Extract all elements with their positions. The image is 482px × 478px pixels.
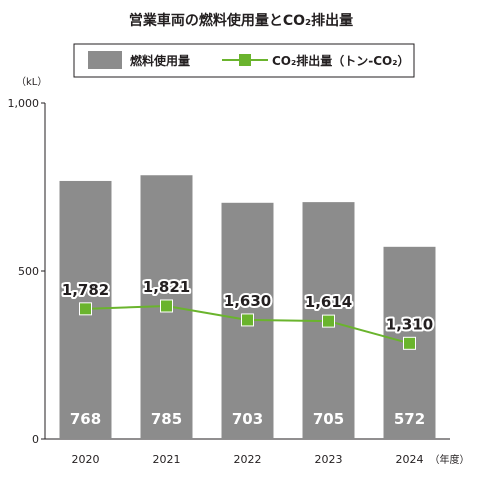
y-tick-label: 1,000 [8,97,40,110]
legend-box [73,43,415,78]
co2-value-label: 1,821 [143,278,190,296]
co2-marker [241,313,254,327]
bar-value-label: 768 [70,410,101,428]
line-series [79,299,416,350]
x-tick-label: 2024 [396,453,424,466]
legend-marker-swatch [239,54,251,66]
bar-value-label: 703 [232,410,263,428]
co2-marker [322,314,335,328]
x-tick-label: 2023 [315,453,343,466]
legend-line-label: CO₂排出量（トン-CO₂） [272,53,410,68]
co2-marker [79,302,92,316]
bar-value-label: 785 [151,410,182,428]
bar-value-label: 572 [394,410,425,428]
co2-marker [403,336,416,350]
co2-value-label: 1,782 [62,281,109,299]
chart-title: 営業車両の燃料使用量とCO₂排出量 [129,12,353,29]
co2-value-label: 1,614 [305,293,352,311]
y-tick-label: 500 [18,265,39,278]
co2-value-label: 1,310 [386,315,433,333]
legend-bar-swatch [88,51,122,69]
y-tick-label: 0 [32,433,39,446]
axes: 0 500 1,000 2020 2021 2022 2023 2024 （年度） [8,97,470,466]
legend: 燃料使用量 CO₂排出量（トン-CO₂） [73,43,415,78]
x-axis-unit: （年度） [430,453,470,466]
co2-marker [160,299,173,313]
x-tick-label: 2022 [234,453,262,466]
data-labels: 768 785 703 705 572 1,782 1,821 1,630 1,614 1,310 [60,276,435,428]
bar-value-label: 705 [313,410,344,428]
co2-value-label: 1,630 [224,292,271,310]
x-tick-label: 2021 [153,453,181,466]
x-tick-label: 2020 [72,453,100,466]
legend-bar-label: 燃料使用量 [130,53,190,68]
y-axis-unit: （kL） [16,76,47,88]
